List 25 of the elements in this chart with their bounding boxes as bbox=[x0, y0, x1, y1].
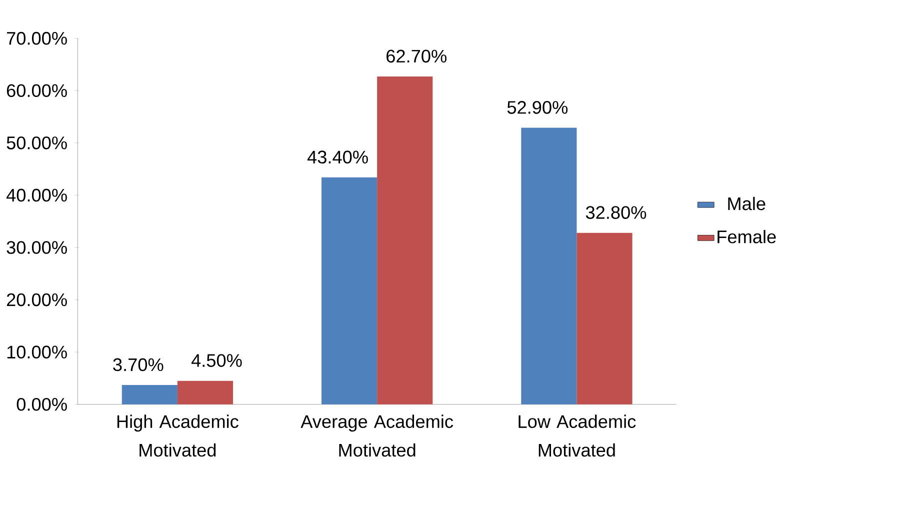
legend-label: Male bbox=[728, 196, 766, 210]
x-tick-label: Average Academic Motivated bbox=[300, 414, 454, 457]
bar bbox=[576, 232, 632, 404]
y-tick-label: 40.00% bbox=[6, 188, 67, 202]
data-label: 4.50% bbox=[191, 354, 242, 368]
x-tick-label: High Academic Motivated bbox=[117, 414, 238, 457]
data-label: 62.70% bbox=[386, 50, 446, 63]
data-label: 3.70% bbox=[113, 358, 164, 372]
bar bbox=[377, 76, 433, 404]
y-tick-label: 70.00% bbox=[6, 32, 67, 45]
y-tick-label: 60.00% bbox=[6, 84, 67, 98]
legend-label: Female bbox=[718, 230, 776, 244]
y-tick-label: 0.00% bbox=[16, 398, 67, 411]
bar bbox=[122, 385, 178, 404]
y-tick-label: 30.00% bbox=[6, 241, 67, 254]
y-tick-label: 50.00% bbox=[6, 136, 67, 150]
y-tick-label: 20.00% bbox=[6, 293, 67, 306]
y-tick-label: 10.00% bbox=[7, 346, 67, 359]
x-tick-label: Low Academic Motivated bbox=[518, 414, 636, 457]
bar bbox=[322, 178, 378, 404]
data-label: 43.40% bbox=[307, 150, 368, 164]
bar bbox=[177, 380, 234, 404]
data-label: 32.80% bbox=[586, 206, 646, 220]
data-label: 52.90% bbox=[507, 101, 568, 114]
bar bbox=[521, 128, 577, 404]
